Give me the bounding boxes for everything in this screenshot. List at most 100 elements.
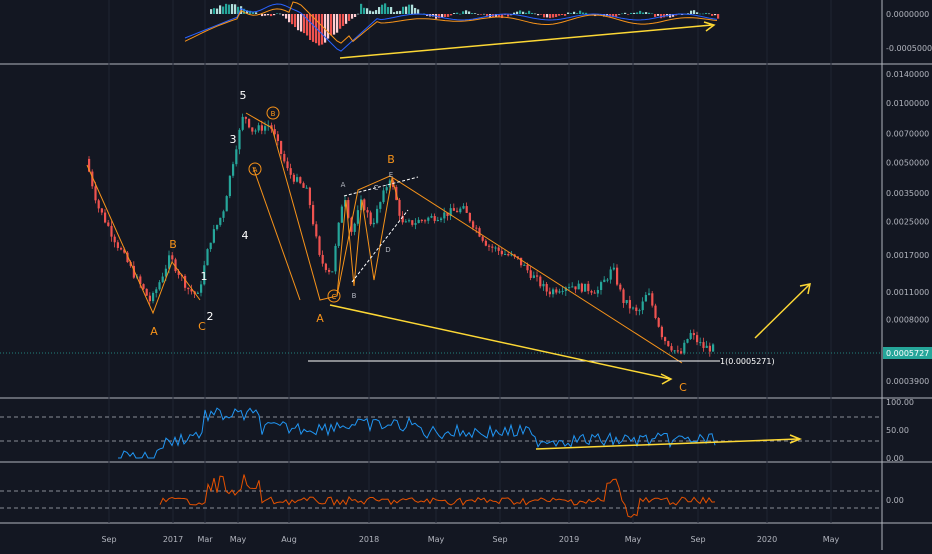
macd-bar <box>252 11 255 14</box>
candle-body <box>321 254 324 264</box>
projection-arrow-head <box>799 283 811 295</box>
macd-bar <box>660 14 663 19</box>
candle-body <box>638 310 641 312</box>
candle-body <box>443 212 446 219</box>
candle-body <box>177 271 180 275</box>
macd-tick-1: -0.0005000 <box>886 44 932 53</box>
triangle-label-c: C <box>374 184 379 192</box>
candle-body <box>593 292 596 294</box>
macd-bar <box>633 12 636 14</box>
candle-body <box>414 223 417 225</box>
candle-body <box>286 161 289 169</box>
candle-body <box>452 208 455 211</box>
macd-bar <box>504 14 507 16</box>
candle-body <box>558 291 561 293</box>
macd-tick-0: 0.0000000 <box>886 10 929 19</box>
macd-bar <box>411 4 414 14</box>
price-scale[interactable]: 0.0000000 -0.0005000 0.01400000.01000000… <box>883 10 932 505</box>
triangle-label-d: D <box>385 246 390 254</box>
macd-bar <box>246 10 249 14</box>
macd-bar <box>261 14 264 17</box>
macd-bar <box>486 14 489 17</box>
macd-bar <box>381 4 384 14</box>
candle-body <box>164 268 167 277</box>
candle-body <box>648 293 651 295</box>
candle-body <box>366 210 369 213</box>
candle-body <box>536 275 539 277</box>
macd-bar <box>219 5 222 14</box>
macd-bar <box>672 14 675 17</box>
macd-bar <box>267 14 270 16</box>
price-arrow-head <box>660 373 673 385</box>
candle-body <box>459 208 462 213</box>
candle-body <box>238 129 241 150</box>
macd-bar <box>570 13 573 14</box>
candle-body <box>561 290 564 292</box>
candle-body <box>680 351 683 354</box>
candle-body <box>529 270 532 278</box>
triangle-label-e: E <box>389 171 393 179</box>
candle-body <box>184 275 187 288</box>
candle-body <box>552 289 555 295</box>
circled-label-c: C <box>327 289 341 303</box>
candlesticks <box>88 113 715 357</box>
candle-body <box>216 224 219 230</box>
candle-body <box>142 284 145 289</box>
date-label-8: 2019 <box>559 535 579 544</box>
candle-body <box>235 149 238 165</box>
candle-body <box>100 208 103 213</box>
macd-bar <box>354 14 357 18</box>
time-scale[interactable]: Sep 2017 Mar May Aug 2018 May Sep 2019 May Sep 2020… <box>101 535 839 544</box>
macd-bar <box>306 14 309 36</box>
candle-body <box>331 271 334 273</box>
candle-body <box>248 118 251 128</box>
macd-bar <box>405 6 408 14</box>
macd-bar <box>342 14 345 26</box>
macd-pane <box>184 1 720 59</box>
candle-body <box>328 269 331 272</box>
candle-body <box>232 164 235 176</box>
candle-body <box>97 200 100 209</box>
macd-bar <box>522 11 525 14</box>
candle-body <box>161 276 164 283</box>
macd-bar <box>714 14 717 16</box>
circled-c-text: C <box>332 293 337 301</box>
candle-body <box>152 293 155 302</box>
candle-body <box>171 255 174 260</box>
candle-body <box>244 116 247 119</box>
wave-label-big-c: C <box>679 381 687 394</box>
candle-body <box>283 154 286 162</box>
candle-body <box>526 264 529 271</box>
candle-body <box>590 291 593 293</box>
candle-body <box>612 267 615 270</box>
date-label-5: 2018 <box>359 535 379 544</box>
candle-body <box>356 210 359 224</box>
candle-body <box>209 242 212 250</box>
candle-body <box>228 175 231 197</box>
candle-body <box>712 344 715 352</box>
macd-bar <box>579 10 582 14</box>
candle-body <box>408 220 411 222</box>
wave-line-mid <box>252 166 301 301</box>
date-label-11: 2020 <box>757 535 777 544</box>
macd-bar <box>639 10 642 14</box>
candle-body <box>168 255 171 269</box>
candle-body <box>264 126 267 131</box>
macd-bar <box>636 12 639 14</box>
price-tick-2: 0.0070000 <box>886 129 929 138</box>
macd-bar <box>501 14 504 19</box>
candle-body <box>574 286 577 290</box>
macd-bar <box>312 14 315 42</box>
candle-body <box>401 215 404 223</box>
macd-bar <box>273 14 276 16</box>
macd-bar <box>444 14 447 17</box>
macd-bar <box>372 11 375 14</box>
candle-body <box>657 318 660 327</box>
candle-body <box>398 199 401 216</box>
candle-body <box>654 305 657 319</box>
macd-bar <box>549 14 552 19</box>
rsi-tick-50: 50.00 <box>886 426 909 435</box>
candle-body <box>241 116 244 130</box>
candle-body <box>507 254 510 256</box>
macd-bar <box>642 12 645 14</box>
